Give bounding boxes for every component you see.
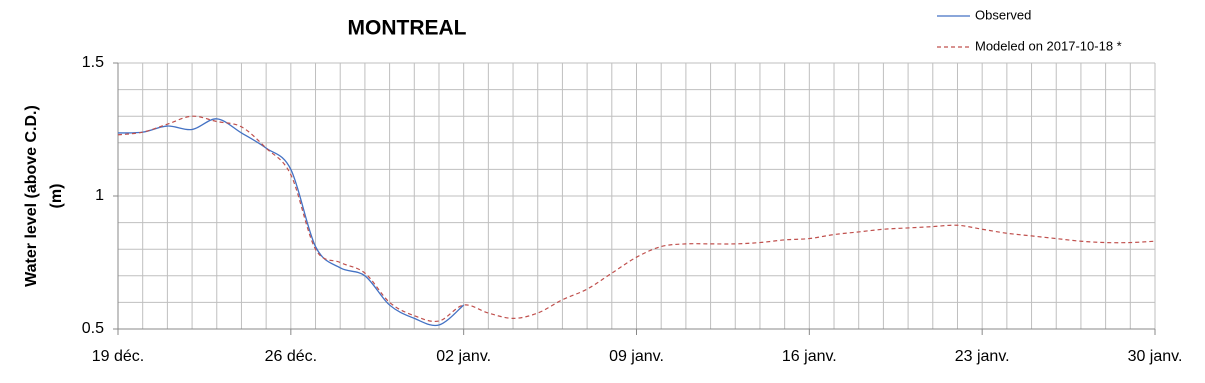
x-tick-label: 16 janv.: [782, 348, 837, 365]
y-tick-label: 1: [95, 187, 104, 204]
x-tick-label: 26 déc.: [265, 348, 317, 365]
x-tick-label: 30 janv.: [1128, 348, 1183, 365]
chart-title: MONTREAL: [348, 17, 467, 40]
y-axis-label: Water level (above C.D.): [23, 105, 40, 287]
x-tick-label: 09 janv.: [609, 348, 664, 365]
x-tick-label: 23 janv.: [955, 348, 1010, 365]
series-line: [117, 118, 465, 327]
y-tick-label: 0.5: [82, 320, 104, 337]
x-tick-label: 19 déc.: [92, 348, 144, 365]
x-tick-label: 02 janv.: [436, 348, 491, 365]
legend-label: Observed: [975, 7, 1031, 22]
series-line: [117, 115, 1156, 323]
legend-label: Modeled on 2017-10-18 *: [975, 38, 1122, 53]
y-axis-label: (m): [48, 184, 65, 209]
y-tick-label: 1.5: [82, 54, 104, 71]
